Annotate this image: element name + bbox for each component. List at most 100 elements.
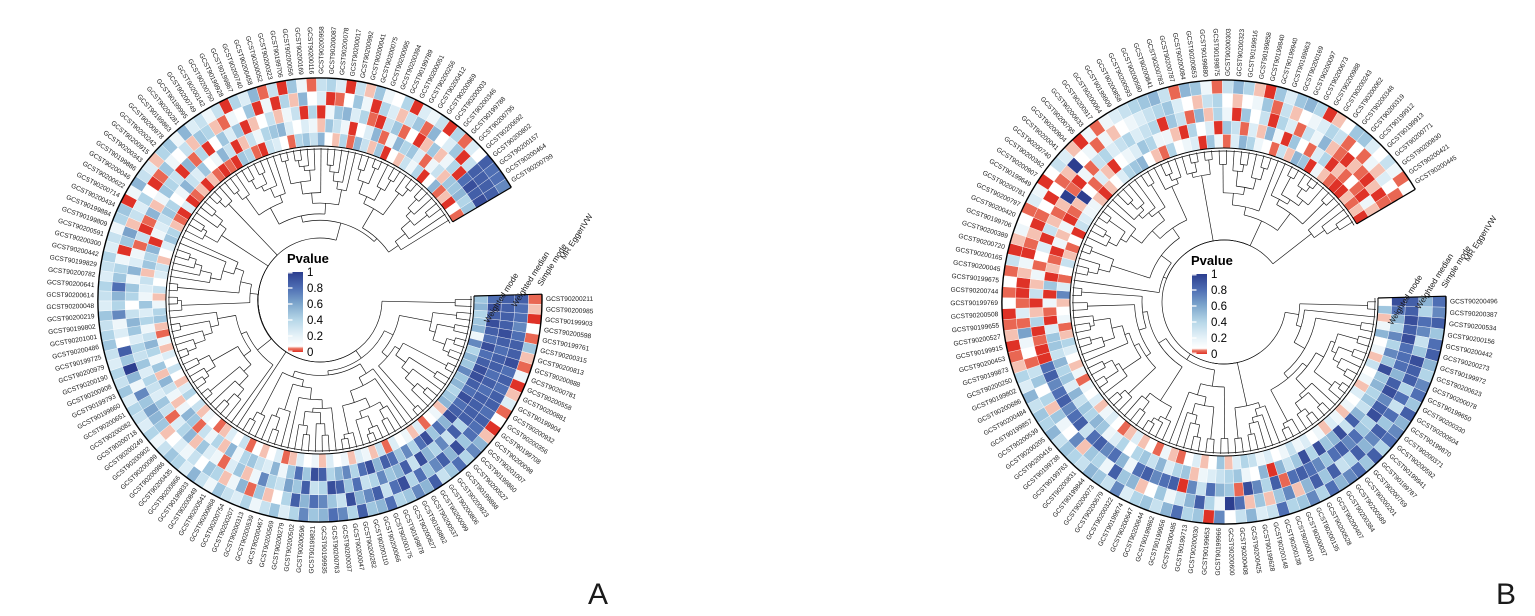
dendrogram-branch [1122,357,1142,371]
dendrogram-branch [272,155,275,160]
dendrogram-branch [279,153,282,158]
dendrogram-branch [300,153,302,161]
dendrogram-branch [1276,199,1280,205]
dendrogram-branch [280,442,283,447]
dendrogram-branch [208,195,213,200]
dendrogram-branch [1158,338,1167,344]
dendrogram-branch [303,166,305,171]
legend-tick-mark [1192,274,1197,276]
dendrogram-branch [1306,180,1310,185]
dendrogram-branch [213,213,223,221]
dendrogram-branch [209,401,214,406]
sector-label: GCST90200030 [1188,526,1201,574]
dendrogram-branch [1190,446,1192,451]
heatmap-cell [308,494,319,509]
dendrogram-branch [1183,444,1185,449]
heatmap-cell [1403,315,1419,327]
dendrogram-branch [1357,365,1362,368]
dendrogram-branch [386,164,389,168]
dendrogram-branch [1093,318,1111,322]
dendrogram-branch [178,339,194,345]
dendrogram-branch [376,167,387,187]
legend-tick-mark [1192,305,1197,307]
dendrogram-branch [409,178,413,183]
dendrogram-branch [1260,159,1264,168]
heatmap-cell [513,312,529,324]
dendrogram-branch [1303,173,1306,178]
heatmap-cell [528,294,543,305]
legend-title: Pvalue [287,251,329,266]
dendrogram-branch [1271,442,1274,447]
dendrogram-branch [1151,230,1161,239]
dendrogram-branch [1330,340,1336,343]
heatmap-cell [318,453,327,468]
heatmap-cell [326,480,337,495]
dendrogram-branch [371,162,375,168]
dendrogram-branch [294,445,296,450]
dendrogram-branch [449,370,454,374]
heatmap-cell [1200,80,1213,95]
dendrogram-branch [218,186,222,190]
legend-colorbar [1192,274,1207,354]
dendrogram-branch [407,198,417,209]
heatmap-cell [1211,93,1223,108]
heatmap-cell [98,319,114,332]
dendrogram-branch [1246,156,1249,166]
heatmap-cell [1243,494,1256,510]
dendrogram-branch [309,170,311,181]
heatmap-cell [1377,305,1392,315]
inner-border-arc-2 [168,148,472,452]
dendrogram-branch [1084,359,1089,363]
dendrogram-branch [191,225,202,232]
dendrogram-branch [232,364,274,421]
dendrogram-branch [1158,211,1165,221]
heatmap-cell [1224,455,1234,470]
dendrogram-branch [1161,437,1164,441]
dendrogram-branch [342,154,349,183]
dendrogram-branch [249,169,255,180]
sector-label: GCST90199675 [951,273,999,284]
dendrogram-branch [1111,325,1123,329]
dendrogram-branch [444,368,450,372]
dendrogram-branch [1269,157,1272,162]
dendrogram-branch [413,190,421,198]
dendrogram-branch [1306,415,1311,423]
dendrogram-branch [171,269,176,271]
dendrogram-branch [1254,433,1258,447]
dendrogram-branch [275,430,280,442]
dendrogram-branch [368,439,371,444]
heatmap-cell [98,270,114,282]
sector-label: GCST90200744 [950,287,998,296]
dendrogram-branch [1175,161,1182,178]
dendrogram-branch [452,364,457,368]
sector-label: GCST90200048 [46,303,94,311]
heatmap-cell [306,91,318,106]
dendrogram-branch [228,203,278,256]
dendrogram-branch [1087,342,1129,361]
dendrogram-branch [275,407,280,417]
dendrogram-branch [373,238,378,242]
dendrogram-branch [1285,311,1299,315]
dendrogram-branch [1105,370,1119,380]
dendrogram-branch [1171,186,1188,221]
dendrogram-branch [1242,164,1244,172]
dendrogram-branch [348,445,351,450]
dendrogram-branch [1361,322,1371,325]
sector-label: GCST90200045 [953,259,1001,273]
sector-label: GCST90200037 [340,524,352,572]
heatmap-cell [1215,469,1225,484]
dendrogram-branch [379,401,384,409]
sector-label: GCST90199916 [1247,30,1260,78]
heatmap-cell [287,92,300,108]
heatmap-cell [125,317,141,328]
dendrogram-branch [1168,164,1173,174]
dendrogram-branch [393,428,396,433]
dendrogram-branch [238,351,287,424]
dendrogram-branch [207,203,217,212]
heatmap-cell [1015,287,1030,299]
dendrogram-branch [453,343,461,347]
dendrogram-branch [1212,369,1215,387]
dendrogram-branch [1086,236,1091,239]
dendrogram-branch [1326,226,1338,235]
dendrogram-branch [1369,330,1374,333]
